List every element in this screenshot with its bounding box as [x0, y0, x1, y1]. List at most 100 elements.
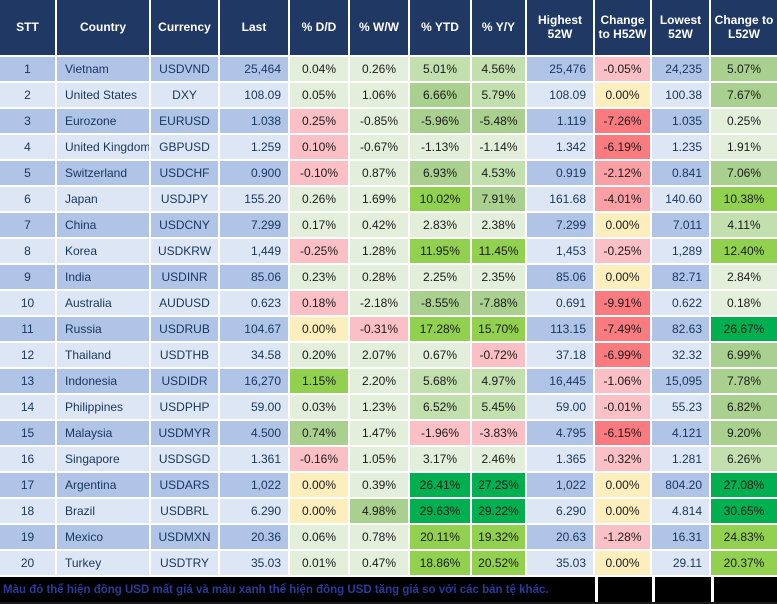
footer-row: Màu đỏ thể hiện đồng USD mất giá và màu …: [0, 577, 777, 604]
footer-note-cell: Màu đỏ thể hiện đồng USD mất giá và màu …: [0, 577, 595, 602]
cell-chg-l52w: 12.40%: [711, 239, 777, 265]
cell-pct-ww: 4.98%: [350, 499, 410, 525]
cell-chg-l52w: 6.99%: [711, 343, 777, 369]
table-row: 14 Philippines USDPHP 59.00 0.03% 1.23% 6.52% 5…: [0, 395, 777, 421]
cell-pct-yy: -5.48%: [472, 109, 527, 135]
cell-lowest-52w: 4.121: [652, 421, 711, 447]
cell-stt: 17: [0, 473, 57, 499]
cell-last: 1,449: [220, 239, 290, 265]
cell-pct-dd: 1.15%: [290, 369, 350, 395]
cell-pct-ytd: 10.02%: [410, 187, 472, 213]
cell-last: 6.290: [220, 499, 290, 525]
cell-pct-yy: 15.70%: [472, 317, 527, 343]
cell-country: Vietnam: [57, 57, 151, 83]
cell-pct-yy: 7.91%: [472, 187, 527, 213]
cell-highest-52w: 0.919: [527, 161, 595, 187]
table-row: 12 Thailand USDTHB 34.58 0.20% 2.07% 0.67% -0.7…: [0, 343, 777, 369]
cell-stt: 3: [0, 109, 57, 135]
cell-last: 1.259: [220, 135, 290, 161]
cell-currency: USDKRW: [151, 239, 220, 265]
cell-pct-dd: 0.03%: [290, 395, 350, 421]
cell-stt: 5: [0, 161, 57, 187]
cell-currency: USDPHP: [151, 395, 220, 421]
cell-chg-l52w: 2.84%: [711, 265, 777, 291]
cell-lowest-52w: 32.32: [652, 343, 711, 369]
table-row: 3 Eurozone EURUSD 1.038 0.25% -0.85% -5.96% -5.…: [0, 109, 777, 135]
cell-lowest-52w: 140.60: [652, 187, 711, 213]
cell-chg-l52w: 7.78%: [711, 369, 777, 395]
cell-last: 35.03: [220, 551, 290, 577]
cell-chg-h52w: -0.05%: [595, 57, 652, 83]
cell-lowest-52w: 1.235: [652, 135, 711, 161]
cell-highest-52w: 1.365: [527, 447, 595, 473]
cell-pct-ww: -0.85%: [350, 109, 410, 135]
cell-chg-h52w: 0.00%: [595, 551, 652, 577]
cell-last: 4.500: [220, 421, 290, 447]
column-header-stt: STT: [0, 0, 57, 57]
cell-lowest-52w: 82.71: [652, 265, 711, 291]
cell-chg-l52w: 10.38%: [711, 187, 777, 213]
footer-note: Màu đỏ thể hiện đồng USD mất giá và màu …: [3, 583, 549, 596]
column-header-pct-ytd: % YTD: [410, 0, 472, 57]
cell-currency: USDMXN: [151, 525, 220, 551]
cell-chg-l52w: 4.11%: [711, 213, 777, 239]
cell-last: 59.00: [220, 395, 290, 421]
cell-chg-h52w: -1.06%: [595, 369, 652, 395]
cell-lowest-52w: 1.035: [652, 109, 711, 135]
cell-stt: 2: [0, 83, 57, 109]
cell-country: Switzerland: [57, 161, 151, 187]
cell-stt: 15: [0, 421, 57, 447]
cell-pct-dd: 0.00%: [290, 473, 350, 499]
cell-last: 34.58: [220, 343, 290, 369]
cell-pct-ytd: 2.83%: [410, 213, 472, 239]
table-row: 1 Vietnam USDVND 25,464 0.04% 0.26% 5.01% 4.56%…: [0, 57, 777, 83]
cell-lowest-52w: 1,289: [652, 239, 711, 265]
cell-pct-ytd: 18.86%: [410, 551, 472, 577]
cell-chg-l52w: 24.83%: [711, 525, 777, 551]
cell-pct-ytd: 0.67%: [410, 343, 472, 369]
cell-pct-dd: 0.23%: [290, 265, 350, 291]
cell-chg-h52w: -4.01%: [595, 187, 652, 213]
cell-pct-yy: 4.97%: [472, 369, 527, 395]
table-row: 13 Indonesia USDIDR 16,270 1.15% 2.20% 5.68% 4.…: [0, 369, 777, 395]
cell-last: 155.20: [220, 187, 290, 213]
cell-stt: 18: [0, 499, 57, 525]
cell-pct-ytd: 5.01%: [410, 57, 472, 83]
cell-currency: USDJPY: [151, 187, 220, 213]
cell-chg-l52w: 0.25%: [711, 109, 777, 135]
table-row: 11 Russia USDRUB 104.67 0.00% -0.31% 17.28% 15.…: [0, 317, 777, 343]
cell-last: 1,022: [220, 473, 290, 499]
cell-pct-ww: 1.23%: [350, 395, 410, 421]
cell-chg-h52w: -1.28%: [595, 525, 652, 551]
cell-chg-l52w: 27.08%: [711, 473, 777, 499]
table-row: 20 Turkey USDTRY 35.03 0.01% 0.47% 18.86% 20.52…: [0, 551, 777, 577]
cell-lowest-52w: 0.622: [652, 291, 711, 317]
cell-chg-l52w: 30.65%: [711, 499, 777, 525]
column-header-pct-dd: % D/D: [290, 0, 350, 57]
cell-last: 0.623: [220, 291, 290, 317]
column-header-pct-yy: % Y/Y: [472, 0, 527, 57]
cell-country: China: [57, 213, 151, 239]
cell-last: 25,464: [220, 57, 290, 83]
cell-pct-ww: -2.18%: [350, 291, 410, 317]
cell-currency: AUDUSD: [151, 291, 220, 317]
table-row: 6 Japan USDJPY 155.20 0.26% 1.69% 10.02% 7.91% 1…: [0, 187, 777, 213]
cell-chg-h52w: -0.25%: [595, 239, 652, 265]
cell-pct-dd: 0.01%: [290, 551, 350, 577]
cell-pct-dd: 0.26%: [290, 187, 350, 213]
cell-pct-ww: 0.39%: [350, 473, 410, 499]
footer-black-cell: [595, 577, 652, 602]
cell-currency: USDINR: [151, 265, 220, 291]
cell-highest-52w: 20.63: [527, 525, 595, 551]
cell-pct-yy: 2.35%: [472, 265, 527, 291]
cell-last: 104.67: [220, 317, 290, 343]
cell-country: Australia: [57, 291, 151, 317]
table-row: 19 Mexico USDMXN 20.36 0.06% 0.78% 20.11% 19.32…: [0, 525, 777, 551]
cell-pct-dd: 0.00%: [290, 317, 350, 343]
cell-lowest-52w: 100.38: [652, 83, 711, 109]
table-row: 9 India USDINR 85.06 0.23% 0.28% 2.25% 2.35% 85.…: [0, 265, 777, 291]
cell-chg-l52w: 5.07%: [711, 57, 777, 83]
cell-pct-dd: 0.10%: [290, 135, 350, 161]
cell-chg-h52w: -7.49%: [595, 317, 652, 343]
cell-highest-52w: 1.119: [527, 109, 595, 135]
